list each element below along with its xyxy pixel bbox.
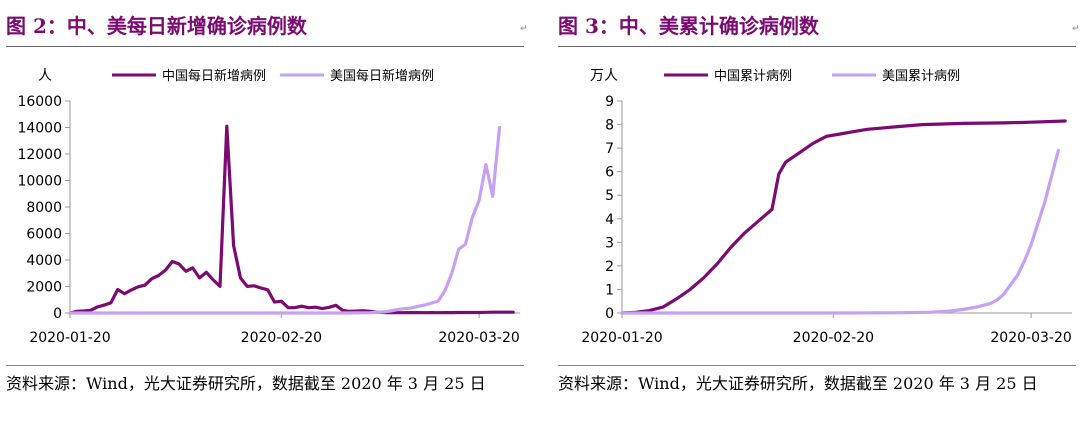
y-tick-label: 4000	[26, 253, 62, 269]
y-tick-label: 16000	[17, 94, 62, 110]
y-tick-label: 0	[605, 306, 614, 322]
chart-title: 图 3：中、美累计确诊病例数	[558, 14, 819, 38]
figure-3-panel: 图 3：中、美累计确诊病例数 ↵ 万人 中国累计病例 美国累计病例 0 1 2 3 4 5 6 7 8…	[552, 0, 1080, 432]
source-note: 资料来源：Wind，光大证券研究所，数据截至 2020 年 3 月 25 日	[558, 374, 1038, 393]
y-tick-label: 14000	[17, 121, 62, 137]
source-rule	[558, 365, 1076, 366]
x-tick-label: 2020-03-20	[438, 330, 519, 346]
x-tick-label: 2020-03-20	[990, 330, 1071, 346]
x-tick-label: 2020-01-20	[581, 330, 662, 346]
y-tick-label: 2000	[26, 280, 62, 296]
y-tick-label: 8000	[26, 200, 62, 216]
series-line-1	[68, 125, 502, 315]
unit-label: 万人	[590, 68, 618, 84]
source-note: 资料来源：Wind，光大证券研究所，数据截至 2020 年 3 月 25 日	[6, 374, 486, 393]
x-tick-label: 2020-02-20	[793, 330, 874, 346]
y-tick-label: 0	[53, 306, 62, 322]
y-tick-label: 3	[605, 235, 614, 251]
legend-label-0: 中国累计病例	[714, 69, 792, 84]
paragraph-mark: ↵	[1072, 24, 1080, 34]
paragraph-mark: ↵	[520, 24, 528, 34]
y-tick-label: 10000	[17, 174, 62, 190]
y-tick-label: 12000	[17, 147, 62, 163]
y-tick-label: 6000	[26, 227, 62, 243]
x-tick-label: 2020-01-20	[29, 330, 110, 346]
y-tick-label: 4	[605, 212, 614, 228]
x-tick-label: 2020-02-20	[241, 330, 322, 346]
series-line-1	[620, 148, 1060, 315]
series-line-0	[620, 119, 1067, 315]
series-line-0	[68, 124, 515, 315]
y-tick-label: 8	[605, 118, 614, 134]
y-tick-label: 2	[605, 259, 614, 275]
cumulative-cases-chart: 万人 中国累计病例 美国累计病例 0 1 2 3 4 5 6 7 8 9 2020-01-20 2020-0…	[581, 68, 1072, 346]
unit-label: 人	[38, 68, 52, 84]
title-rule	[558, 46, 1076, 47]
legend-label-1: 美国累计病例	[882, 69, 960, 84]
figure-2-panel: 图 2：中、美每日新增确诊病例数 ↵ 人 中国每日新增病例 美国每日新增病例 0 200…	[0, 0, 530, 432]
source-rule	[6, 365, 524, 366]
y-tick-label: 5	[605, 188, 614, 204]
title-rule	[6, 46, 524, 47]
y-tick-label: 7	[605, 141, 614, 157]
y-tick-label: 6	[605, 165, 614, 181]
legend-label-0: 中国每日新增病例	[162, 68, 266, 84]
daily-new-cases-chart: 人 中国每日新增病例 美国每日新增病例 0 2000 4000 6000 8000 10000 1…	[17, 68, 520, 346]
chart-title: 图 2：中、美每日新增确诊病例数	[6, 14, 307, 38]
y-tick-label: 1	[605, 282, 614, 298]
y-tick-label: 9	[605, 94, 614, 110]
legend-label-1: 美国每日新增病例	[330, 68, 434, 84]
